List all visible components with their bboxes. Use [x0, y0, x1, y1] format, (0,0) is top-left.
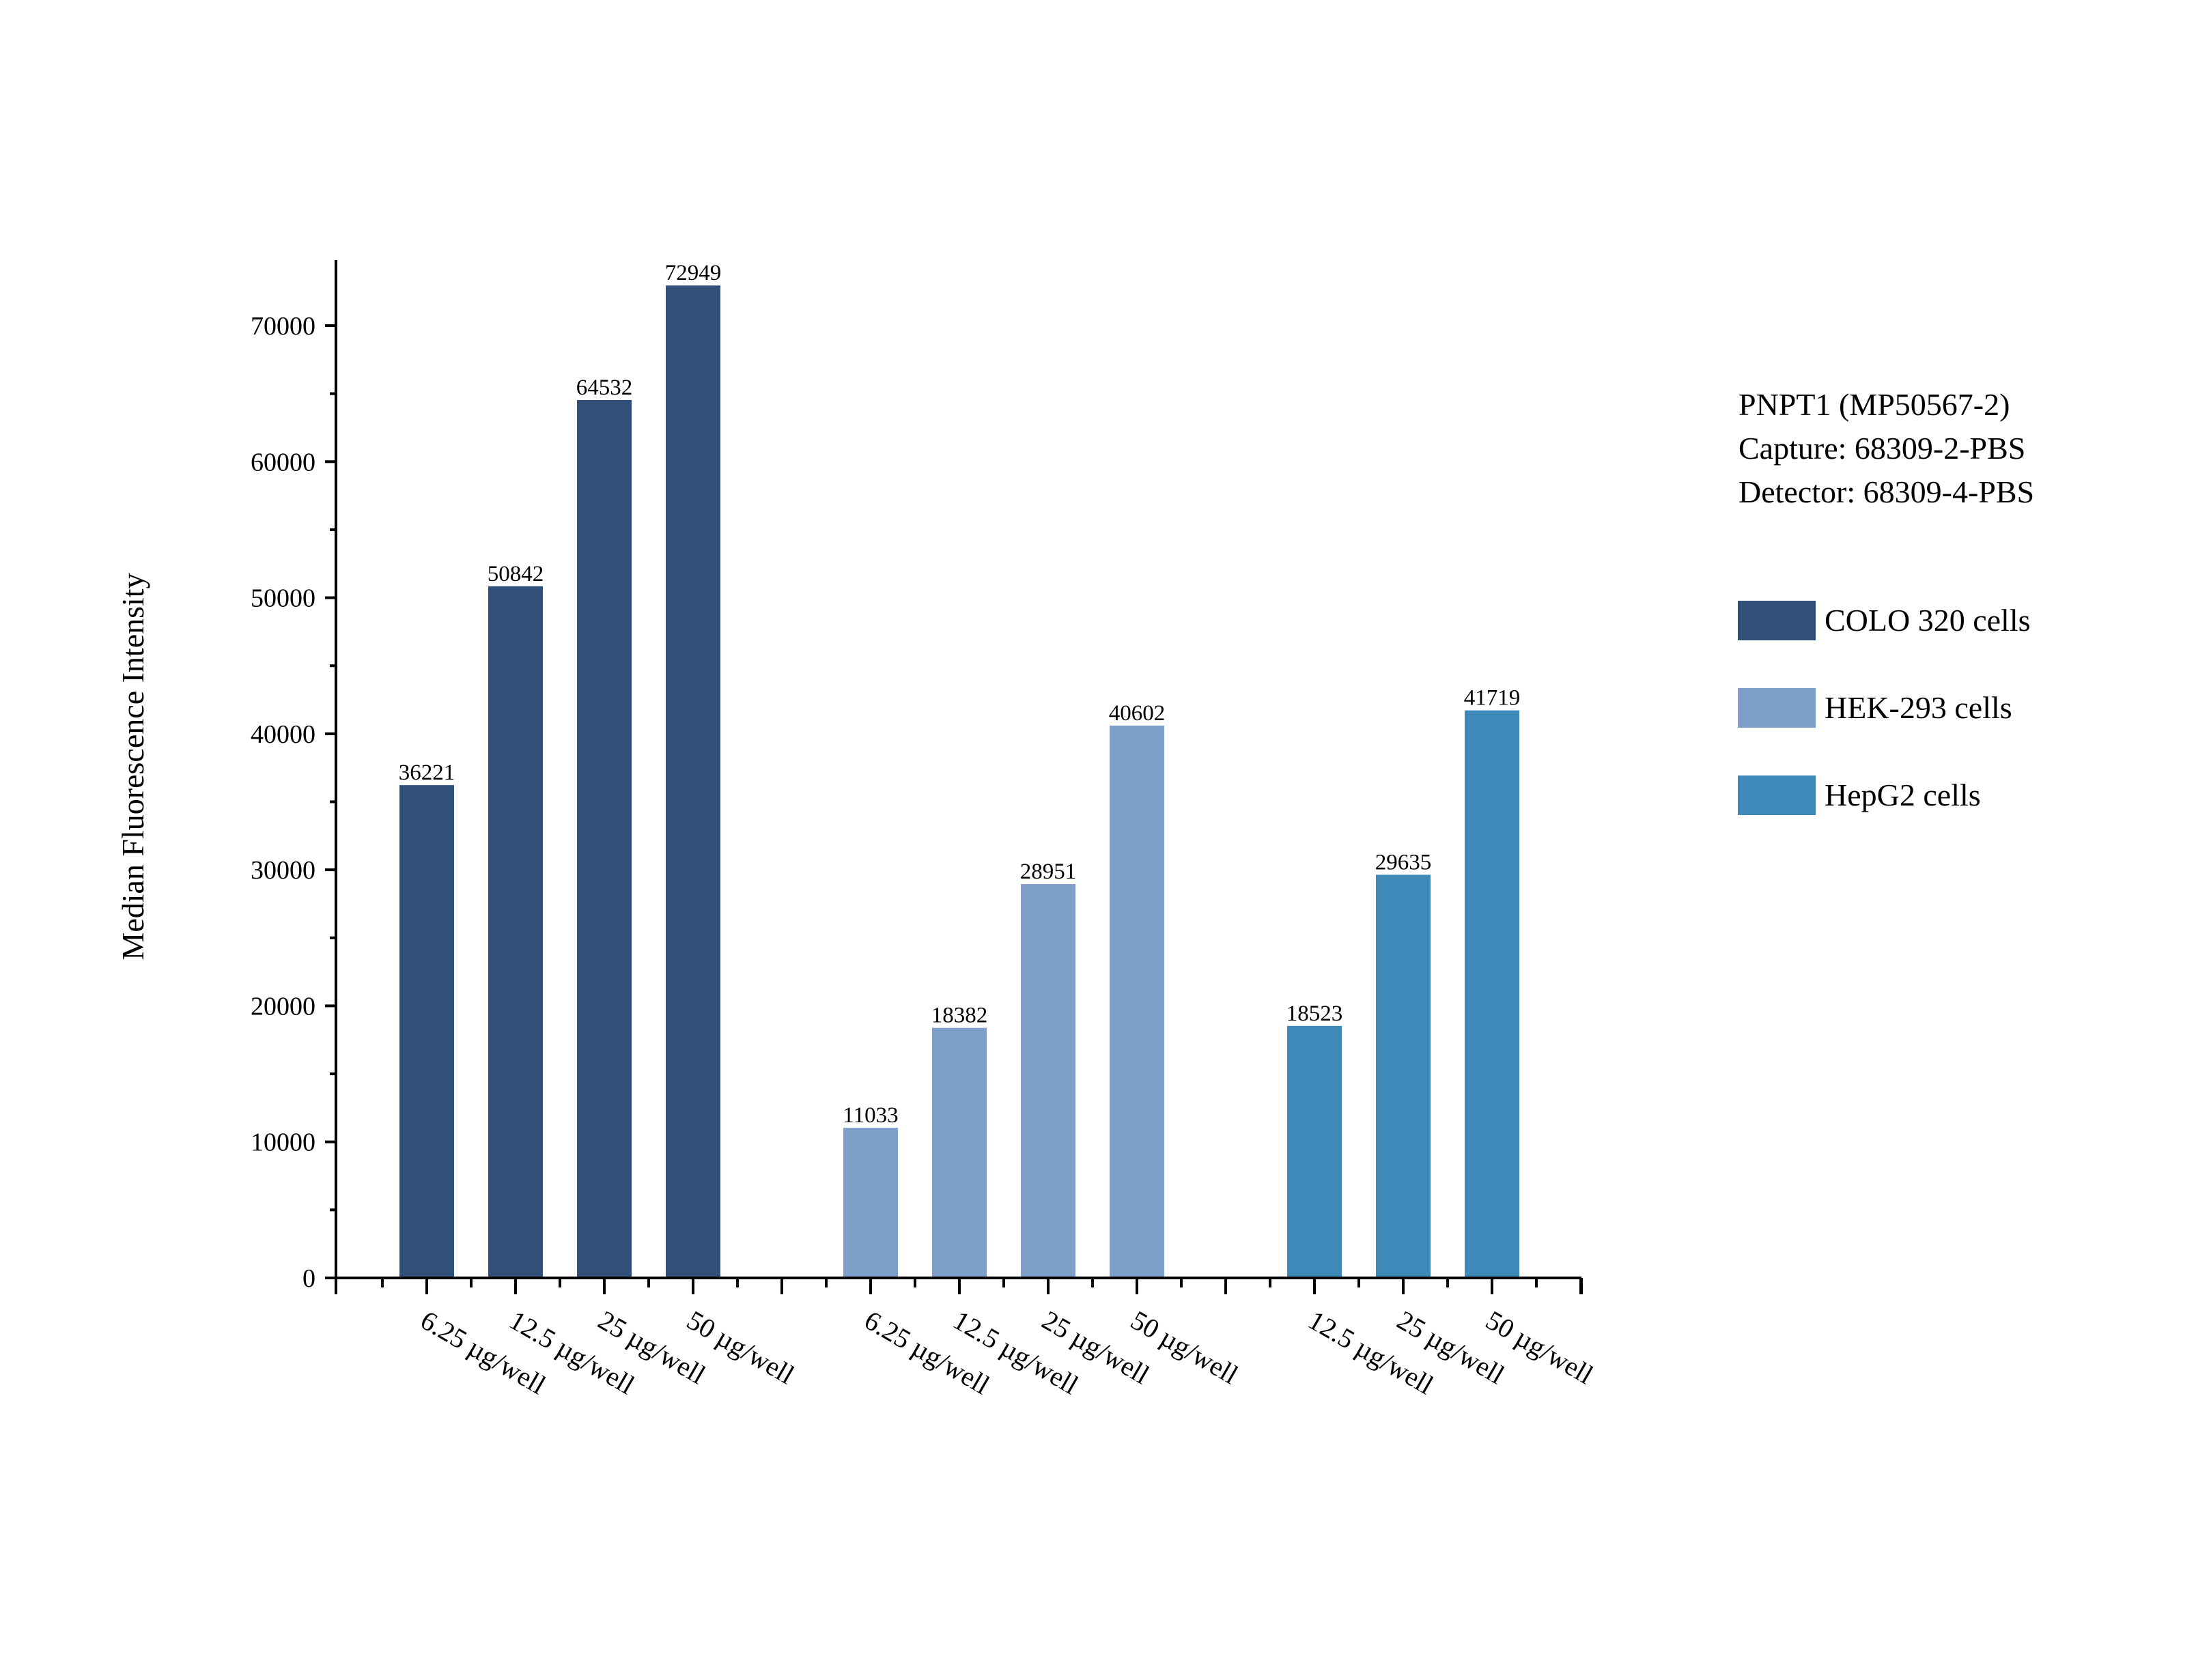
y-axis-title: Median Fluorescence Intensity [115, 573, 150, 960]
y-tick-label: 70000 [251, 312, 315, 341]
bar-2-2 [932, 1027, 987, 1278]
bar-value-label: 50842 [488, 562, 544, 586]
y-tick-label: 50000 [251, 584, 315, 613]
legend-swatch [1738, 601, 1816, 640]
legend-swatch [1738, 688, 1816, 728]
bar-1-1 [399, 785, 454, 1278]
legend-label: HepG2 cells [1825, 778, 1981, 812]
bar-1-2 [488, 586, 543, 1278]
legend: COLO 320 cells HEK-293 cells HepG2 cells [1738, 601, 2031, 815]
y-tick-label: 40000 [251, 720, 315, 749]
bar-1-3 [577, 399, 632, 1278]
y-tick-label: 20000 [251, 992, 315, 1021]
bar-value-label: 28951 [1020, 859, 1077, 884]
bar-value-label: 36221 [399, 760, 455, 785]
axes-group: 0 10000 20000 30000 40000 50000 60000 70000 [251, 260, 1583, 1294]
info-line: Detector: 68309-4-PBS [1738, 474, 2034, 509]
bar-value-label: 72949 [665, 261, 722, 285]
bar-3-2 [1376, 874, 1431, 1278]
bar-2-4 [1110, 725, 1164, 1278]
bar-value-label: 11033 [843, 1103, 898, 1128]
bar-value-label: 64532 [576, 375, 633, 400]
bar-2-1 [843, 1128, 898, 1278]
bar-2-3 [1021, 884, 1075, 1278]
bar-3-1 [1287, 1025, 1342, 1278]
legend-label: COLO 320 cells [1825, 603, 2031, 638]
y-tick-label: 10000 [251, 1128, 315, 1157]
legend-label: HEK-293 cells [1825, 690, 2012, 725]
y-tick-label: 60000 [251, 448, 315, 476]
bars-group [399, 285, 1519, 1278]
info-line: PNPT1 (MP50567-2) [1738, 387, 2010, 422]
legend-swatch [1738, 775, 1816, 815]
chart-info-block: PNPT1 (MP50567-2) Capture: 68309-2-PBS Det… [1738, 387, 2034, 509]
bar-value-label: 18523 [1286, 1001, 1343, 1026]
y-tick-label: 30000 [251, 856, 315, 885]
bar-value-label: 18382 [931, 1003, 988, 1028]
bar-value-label: 40602 [1109, 701, 1166, 726]
bar-value-label: 29635 [1375, 850, 1432, 874]
bar-1-4 [666, 285, 720, 1278]
bar-3-3 [1465, 710, 1519, 1278]
bar-value-labels-group: 36221 50842 64532 72949 11033 18382 28951 40602… [399, 261, 1521, 1128]
bar-value-label: 41719 [1464, 686, 1521, 711]
y-tick-label: 0 [302, 1264, 315, 1293]
info-line: Capture: 68309-2-PBS [1738, 431, 2025, 466]
